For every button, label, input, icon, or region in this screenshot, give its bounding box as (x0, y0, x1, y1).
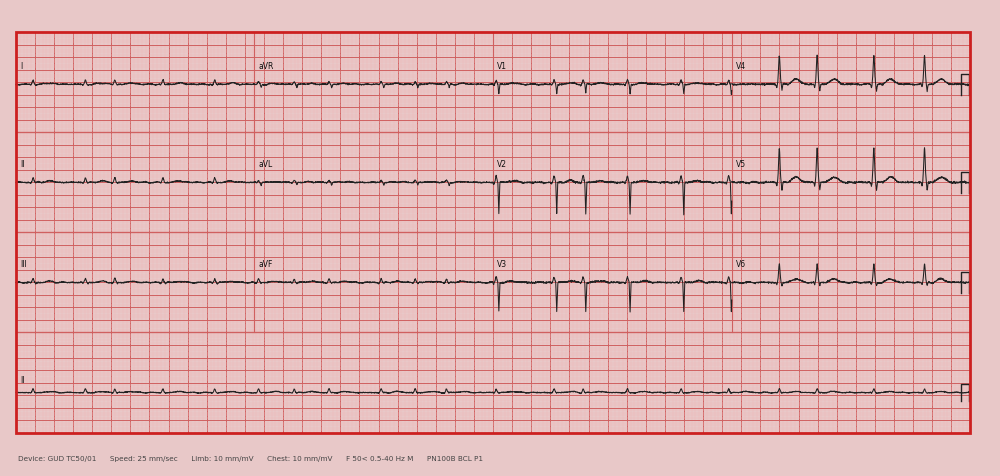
Text: V5: V5 (736, 160, 746, 169)
Text: II: II (20, 160, 24, 169)
Text: II: II (20, 376, 24, 385)
Text: III: III (20, 260, 27, 269)
Text: V3: V3 (497, 260, 507, 269)
Text: V6: V6 (736, 260, 746, 269)
Text: aVF: aVF (258, 260, 273, 269)
Text: V1: V1 (497, 62, 507, 71)
Text: aVR: aVR (258, 62, 274, 71)
Text: Device: GUD TC50/01      Speed: 25 mm/sec      Limb: 10 mm/mV      Chest: 10 mm/: Device: GUD TC50/01 Speed: 25 mm/sec Lim… (18, 456, 483, 462)
Text: V4: V4 (736, 62, 746, 71)
Text: V2: V2 (497, 160, 507, 169)
Text: aVL: aVL (258, 160, 273, 169)
Text: I: I (20, 62, 22, 71)
